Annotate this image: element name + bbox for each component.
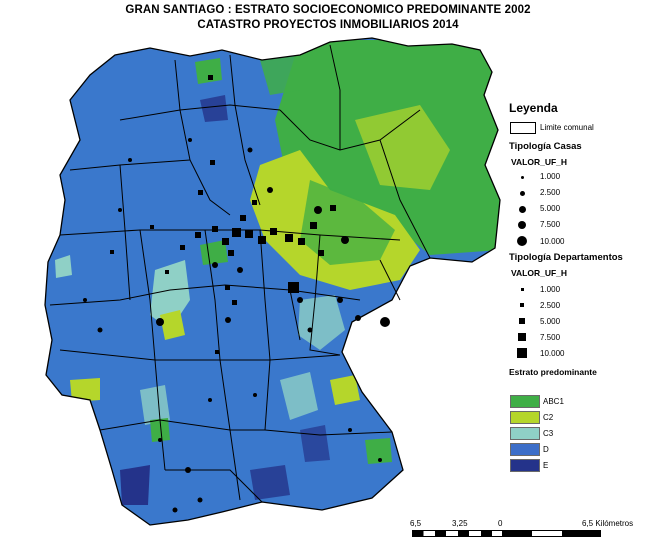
map-title: GRAN SANTIAGO : ESTRATO SOCIOECONOMICO P…	[125, 4, 531, 16]
proyectos-layer	[83, 75, 390, 513]
map-subtitle: CATASTRO PROYECTOS INMOBILIARIOS 2014	[197, 19, 459, 31]
